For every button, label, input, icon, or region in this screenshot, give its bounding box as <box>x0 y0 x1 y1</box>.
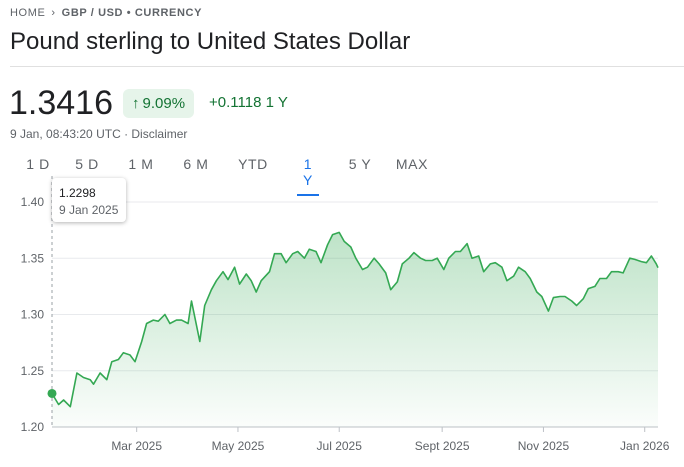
page-title: Pound sterling to United States Dollar <box>10 28 411 55</box>
tab-6m[interactable]: 6 M <box>183 156 209 172</box>
tab-ytd[interactable]: YTD <box>238 156 268 172</box>
change-absolute-value: +0.1118 <box>209 94 262 111</box>
breadcrumb-home-link[interactable]: HOME <box>10 7 46 19</box>
timestamp: 9 Jan, 08:43:20 UTC · Disclaimer <box>10 127 188 141</box>
chart-area <box>52 232 658 427</box>
x-tick-label: Jul 2025 <box>317 439 363 453</box>
y-tick-label: 1.25 <box>21 364 45 378</box>
chevron-right-icon: › <box>51 7 56 19</box>
x-tick-label: Jan 2026 <box>620 439 670 453</box>
y-tick-label: 1.30 <box>21 308 45 322</box>
tooltip-date: 9 Jan 2025 <box>59 203 119 217</box>
change-absolute: +0.1118 1 Y <box>209 94 288 111</box>
price-value: 1.3416 <box>9 84 113 122</box>
hover-point <box>47 388 57 398</box>
x-tick-label: Nov 2025 <box>518 439 570 453</box>
tooltip-value: 1.2298 <box>59 186 96 200</box>
tab-5y[interactable]: 5 Y <box>348 156 372 172</box>
y-tick-label: 1.20 <box>21 420 45 434</box>
price-chart[interactable]: 1.20 1.25 1.30 1.35 1.40 Mar 2025 May 2025 Jul… <box>0 176 684 467</box>
x-tick-label: Sept 2025 <box>415 439 470 453</box>
tab-1d[interactable]: 1 D <box>26 156 50 172</box>
change-percent-badge: ↑ 9.09% <box>123 89 195 118</box>
series-line <box>51 231 659 408</box>
y-tick-label: 1.40 <box>21 195 45 209</box>
x-tick-label: May 2025 <box>212 439 265 453</box>
breadcrumb: HOME › GBP / USD • CURRENCY <box>10 7 202 19</box>
tooltip: 1.2298 9 Jan 2025 <box>52 178 126 222</box>
tab-5d[interactable]: 5 D <box>75 156 99 172</box>
change-percent: 9.09% <box>142 95 186 112</box>
tab-1m[interactable]: 1 M <box>128 156 154 172</box>
tab-1y[interactable]: 1 Y <box>297 154 319 196</box>
change-period: 1 Y <box>265 94 288 111</box>
tab-max[interactable]: MAX <box>395 156 429 172</box>
arrow-up-icon: ↑ <box>132 95 140 112</box>
divider <box>10 66 684 67</box>
breadcrumb-current: GBP / USD • CURRENCY <box>61 7 203 19</box>
x-tick-label: Mar 2025 <box>111 439 162 453</box>
y-tick-label: 1.35 <box>21 251 45 265</box>
range-tabs: 1 D 5 D 1 M 6 M YTD 1 Y 5 Y MAX <box>16 154 438 196</box>
